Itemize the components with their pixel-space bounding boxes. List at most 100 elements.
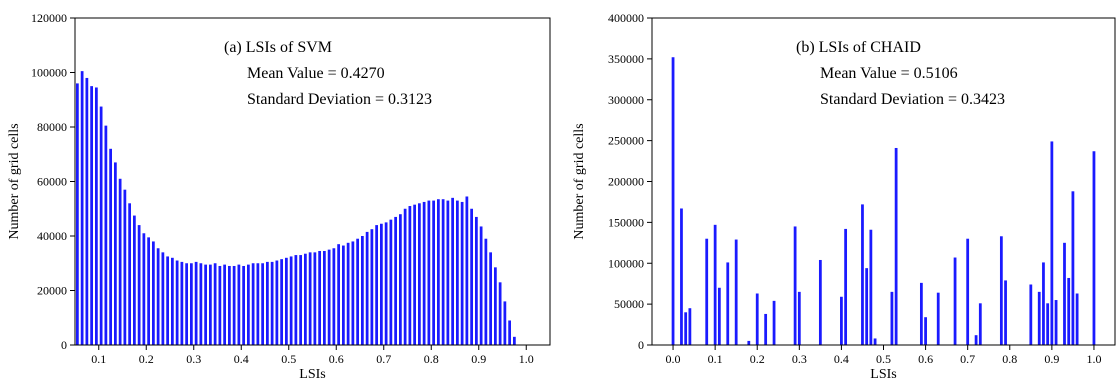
a-bar xyxy=(166,256,169,345)
a-bar xyxy=(475,216,478,345)
a-bar xyxy=(304,253,307,345)
a-annotation-standard-deviation: Standard Deviation = 0.3123 xyxy=(247,91,432,108)
a-y-tick-label: 20000 xyxy=(37,284,67,298)
a-bar xyxy=(384,222,388,346)
b-bar xyxy=(1046,303,1050,345)
b-x-tick-label: 0.1 xyxy=(708,352,723,366)
a-bar xyxy=(237,264,241,345)
a-bar xyxy=(104,125,108,345)
b-bar xyxy=(1050,141,1054,345)
b-bar xyxy=(688,308,692,345)
b-bar xyxy=(755,293,759,345)
b-bar xyxy=(861,204,864,345)
a-y-tick-label: 100000 xyxy=(31,66,67,80)
a-bar xyxy=(365,231,369,345)
b-bar xyxy=(936,292,940,345)
a-bar xyxy=(375,225,378,345)
a-bar xyxy=(346,242,350,345)
a-bar xyxy=(128,203,131,345)
a-bar xyxy=(332,248,336,345)
a-bar xyxy=(489,252,492,345)
a-bar xyxy=(294,255,298,345)
a-bar xyxy=(318,250,321,345)
a-bar xyxy=(204,264,207,345)
b-bar xyxy=(869,229,873,345)
a-bar xyxy=(470,208,473,345)
a-x-tick-label: 0.2 xyxy=(139,352,154,366)
a-y-tick-label: 40000 xyxy=(37,229,67,243)
a-bar xyxy=(232,265,236,345)
a-bar xyxy=(427,200,431,345)
b-bar xyxy=(684,312,688,345)
b-bar xyxy=(978,303,982,345)
a-bar xyxy=(361,236,364,345)
b-x-tick-label: 1.0 xyxy=(1086,352,1101,366)
a-bar xyxy=(137,225,141,345)
b-y-tick-label: 150000 xyxy=(608,215,644,229)
b-bar xyxy=(999,236,1003,345)
a-bar xyxy=(194,261,198,345)
b-bar xyxy=(680,208,683,345)
a-bar xyxy=(437,199,440,345)
b-y-tick-label: 50000 xyxy=(614,297,644,311)
b-x-tick-label: 0.0 xyxy=(666,352,681,366)
a-bar xyxy=(323,250,326,345)
chart-chaid-lsi-histogram: 0.0 0.1 0.2 0.3 0.4 0.5 0.6 0.7 0.8 0.9 1.0 0 50000 1… xyxy=(572,11,1116,381)
a-bar xyxy=(460,201,464,345)
b-bar xyxy=(1071,191,1075,345)
a-bar xyxy=(446,200,450,345)
a-bar xyxy=(403,208,407,345)
a-x-tick-label: 0.8 xyxy=(424,352,439,366)
a-bar xyxy=(508,320,511,345)
b-bar xyxy=(818,259,822,345)
a-bar xyxy=(422,201,426,345)
b-bar xyxy=(1042,262,1045,345)
b-y-tick-label: 400000 xyxy=(608,11,644,25)
b-bar xyxy=(894,147,898,345)
b-bar xyxy=(953,257,957,345)
a-bar xyxy=(270,261,274,345)
a-bar xyxy=(479,226,483,345)
a-bar xyxy=(380,223,383,345)
a-x-tick-label: 0.1 xyxy=(91,352,106,366)
a-bar xyxy=(313,252,317,345)
b-annotation-mean-value: Mean Value = 0.5106 xyxy=(820,65,958,82)
a-bar xyxy=(456,200,459,345)
a-bar xyxy=(394,216,397,345)
b-x-tick-label: 0.2 xyxy=(750,352,765,366)
a-y-tick-label: 120000 xyxy=(31,11,67,25)
a-y-tick-label: 0 xyxy=(61,338,67,352)
a-x-tick-label: 1.0 xyxy=(519,352,534,366)
a-bar xyxy=(90,86,93,346)
a-bar xyxy=(161,252,165,345)
b-bar xyxy=(671,57,675,346)
a-bar xyxy=(280,259,283,345)
a-bar xyxy=(123,189,127,345)
b-bar xyxy=(1067,277,1071,345)
b-x-tick-label: 0.5 xyxy=(876,352,891,366)
a-bar xyxy=(99,106,103,345)
a-x-tick-label: 0.5 xyxy=(281,352,296,366)
a-bar xyxy=(256,263,260,345)
a-bar xyxy=(451,197,454,345)
b-y-tick-label: 200000 xyxy=(608,175,644,189)
a-bar xyxy=(133,215,136,345)
a-bar xyxy=(308,252,312,345)
a-bar xyxy=(408,206,412,345)
a-bar xyxy=(114,162,117,345)
a-bar xyxy=(285,257,288,345)
a-bar xyxy=(494,267,497,345)
a-x-tick-label: 0.9 xyxy=(471,352,486,366)
a-bar xyxy=(342,245,345,345)
a-bar xyxy=(180,261,184,345)
b-bar xyxy=(919,282,923,345)
b-x-tick-label: 0.8 xyxy=(1002,352,1017,366)
a-bar xyxy=(76,83,79,346)
b-annotation-title: (b) LSIs of CHAID xyxy=(796,39,921,56)
a-bar xyxy=(95,87,98,346)
b-y-tick-label: 250000 xyxy=(608,134,644,148)
a-bar xyxy=(413,204,416,345)
a-bar xyxy=(432,200,435,345)
a-x-tick-label: 0.6 xyxy=(329,352,344,366)
b-bar xyxy=(873,338,877,345)
